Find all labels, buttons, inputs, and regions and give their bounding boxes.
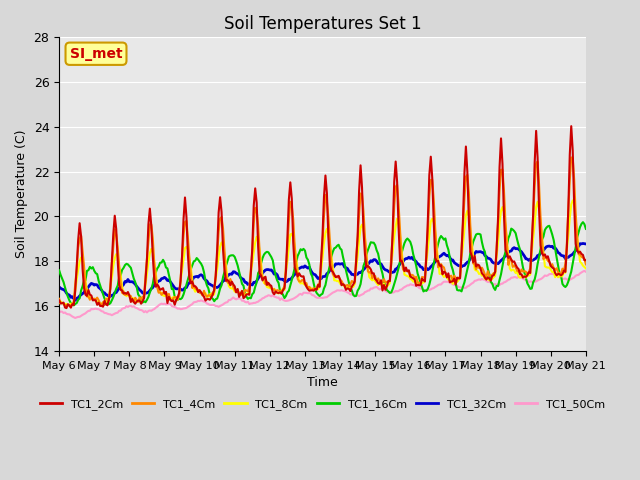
Title: Soil Temperatures Set 1: Soil Temperatures Set 1 [224,15,421,33]
Text: SI_met: SI_met [70,47,122,61]
Legend: TC1_2Cm, TC1_4Cm, TC1_8Cm, TC1_16Cm, TC1_32Cm, TC1_50Cm: TC1_2Cm, TC1_4Cm, TC1_8Cm, TC1_16Cm, TC1… [35,395,610,414]
X-axis label: Time: Time [307,376,338,389]
Y-axis label: Soil Temperature (C): Soil Temperature (C) [15,130,28,258]
